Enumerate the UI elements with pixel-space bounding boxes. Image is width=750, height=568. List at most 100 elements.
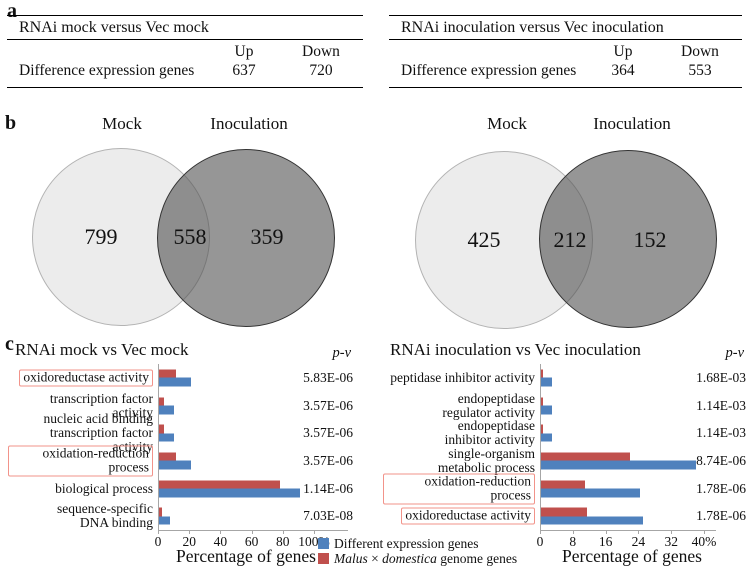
chart-row: single-organism metabolic process 8.74E-0… xyxy=(383,445,746,475)
category-label: nucleic acid binding transcription facto… xyxy=(43,411,153,455)
panel-a-label: a xyxy=(7,0,17,22)
different-expression-genes-bar xyxy=(158,405,174,414)
x-axis-tick xyxy=(220,530,222,534)
chart-title: RNAi mock vs Vec mock xyxy=(15,340,189,359)
x-axis-tick-label: 0 xyxy=(536,534,544,549)
chart-row: oxidation-reduction process 3.57E-06 xyxy=(8,445,353,477)
category-label: endopeptidase regulator activity xyxy=(442,390,535,420)
x-axis-title: Percentage of genes xyxy=(562,546,702,566)
x-axis-line xyxy=(158,530,348,531)
different-expression-genes-bar xyxy=(158,516,171,525)
genome-genes-bar xyxy=(158,424,165,434)
bar-group xyxy=(158,480,300,498)
legend-label: Malus × domestica genome genes xyxy=(334,550,518,566)
x-axis-tick-label: 40% xyxy=(691,534,717,549)
p-value: 3.57E-06 xyxy=(303,397,353,413)
pvalue-column-header: p-v xyxy=(725,345,744,361)
genome-genes-bar xyxy=(158,452,176,461)
bar-group xyxy=(158,397,174,414)
table-title: RNAi mock versus Vec mock xyxy=(7,16,363,40)
different-expression-genes-bar xyxy=(158,460,191,470)
chart-row: biological process 1.14E-06 xyxy=(8,475,353,503)
venn-right-circle xyxy=(539,150,717,328)
legend-item: Different expression genes xyxy=(318,536,517,551)
genome-genes-bar xyxy=(540,452,631,461)
category-label-wrap: oxidation-reduction process xyxy=(383,472,535,505)
p-value: 1.68E-03 xyxy=(696,369,746,385)
category-label: biological process xyxy=(55,480,153,496)
bar-group xyxy=(540,369,553,387)
x-axis-tick-label: 60 xyxy=(244,534,259,549)
category-label-highlighted: oxidation-reduction process xyxy=(383,472,535,505)
down-column-header: Down xyxy=(681,43,719,60)
panel-c-label: c xyxy=(5,333,14,355)
down-count: 720 xyxy=(309,62,333,79)
genome-genes-bar xyxy=(540,507,588,517)
venn-diagram-mock-inoculation-2: Mock Inoculation 425 212 152 xyxy=(385,110,730,334)
genome-genes-bar xyxy=(540,397,544,406)
venn-overlap-count: 212 xyxy=(553,227,587,252)
p-value: 7.03E-08 xyxy=(303,508,353,524)
different-expression-genes-bar xyxy=(540,488,641,498)
genome-genes-bar xyxy=(158,507,162,517)
category-label: single-organism metabolic process xyxy=(437,445,535,475)
genome-genes-bar xyxy=(158,397,165,406)
x-axis-tick xyxy=(638,530,640,534)
up-column-header: Up xyxy=(613,43,633,60)
chart-row: oxidoreductase activity 1.78E-06 xyxy=(383,502,746,530)
category-label: endopeptidase inhibitor activity xyxy=(444,418,535,448)
chart-row: endopeptidase regulator activity 1.14E-03 xyxy=(383,391,746,420)
different-expression-genes-bar xyxy=(158,488,300,498)
p-value: 1.78E-06 xyxy=(696,480,746,496)
chart-rows: peptidase inhibitor activity 1.68E-03 endo… xyxy=(383,364,746,530)
x-axis-tick xyxy=(540,530,541,534)
panel-b-label: b xyxy=(5,112,17,134)
chart-title: RNAi inoculation vs Vec inoculation xyxy=(390,340,641,359)
chart-row: peptidase inhibitor activity 1.68E-03 xyxy=(383,364,746,392)
go-enrichment-chart-mock: RNAi mock vs Vec mock p-v oxidoreductase a… xyxy=(8,340,353,568)
category-label-highlighted: oxidoreductase activity xyxy=(19,369,153,387)
category-label-wrap: oxidoreductase activity xyxy=(383,507,535,525)
chart-row: oxidation-reduction process 1.78E-06 xyxy=(383,472,746,505)
x-axis-tick xyxy=(251,530,253,534)
different-expression-genes-bar xyxy=(158,377,191,387)
x-axis-tick xyxy=(189,530,191,534)
down-count: 553 xyxy=(688,62,712,79)
category-label-wrap: transcription factor activity xyxy=(8,391,153,419)
chart-row: nucleic acid binding transcription facto… xyxy=(8,412,353,454)
legend-swatch-red xyxy=(318,553,329,564)
category-label-wrap: endopeptidase regulator activity xyxy=(383,391,535,419)
chart-legend: Different expression genes Malus × domest… xyxy=(318,536,517,566)
venn-right-circle xyxy=(157,149,335,327)
venn-left-set-label: Mock xyxy=(102,114,142,133)
x-axis-tick xyxy=(158,530,159,534)
category-label-wrap: oxidoreductase activity xyxy=(8,369,153,387)
legend-swatch-blue xyxy=(318,538,329,549)
up-column-header: Up xyxy=(234,43,254,60)
deg-table-mock: RNAi mock versus Vec mock Up Down Differ… xyxy=(7,15,363,88)
venn-left-only-count: 425 xyxy=(467,227,501,252)
venn-overlap-count: 558 xyxy=(173,224,207,249)
different-expression-genes-bar xyxy=(540,377,553,387)
p-value: 1.78E-06 xyxy=(696,508,746,524)
different-expression-genes-bar xyxy=(158,433,174,442)
x-axis-tick-label: 0 xyxy=(154,534,162,549)
different-expression-genes-bar xyxy=(540,460,696,470)
bar-group xyxy=(540,480,641,498)
different-expression-genes-bar xyxy=(540,405,553,414)
x-axis-tick-label: 40 xyxy=(213,534,228,549)
up-count: 364 xyxy=(611,62,635,79)
x-axis-tick-label: 16 xyxy=(598,534,613,549)
category-label: sequence-specific DNA binding xyxy=(57,501,153,531)
genome-genes-bar xyxy=(540,480,586,489)
category-label-wrap: sequence-specific DNA binding xyxy=(8,502,153,530)
chart-rows: oxidoreductase activity 5.83E-06 transcrip… xyxy=(8,364,353,530)
deg-table-inoculation: RNAi inoculation versus Vec inoculation … xyxy=(389,15,742,88)
up-count: 637 xyxy=(232,62,256,79)
category-label: peptidase inhibitor activity xyxy=(390,369,535,385)
venn-diagram-mock-inoculation-1: Mock Inoculation 799 558 359 xyxy=(10,110,355,334)
different-expression-genes-bar xyxy=(540,516,643,525)
pvalue-column-header: p-v xyxy=(332,345,351,361)
bar-group xyxy=(158,507,171,525)
